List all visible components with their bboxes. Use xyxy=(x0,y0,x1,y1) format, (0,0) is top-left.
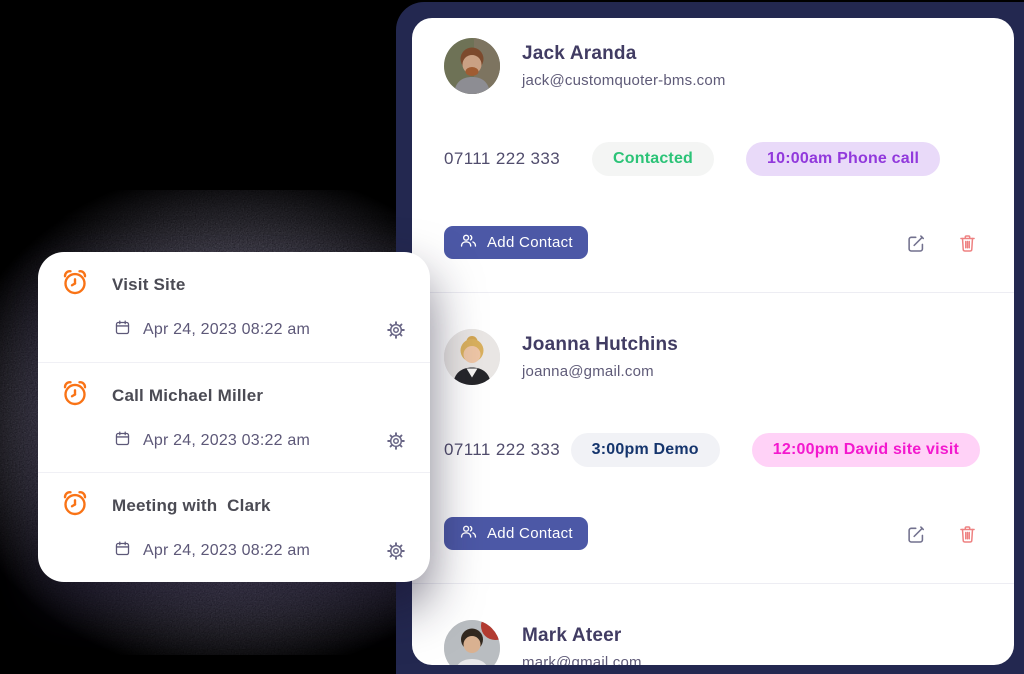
contact-name: Joanna Hutchins xyxy=(522,334,679,355)
contact-card-joanna: Joanna Hutchins joanna@gmail.com 07111 2… xyxy=(412,293,1014,584)
delete-button[interactable] xyxy=(957,232,978,254)
add-contact-button[interactable]: Add Contact xyxy=(444,226,588,259)
delete-button[interactable] xyxy=(957,523,978,545)
calendar-icon xyxy=(114,430,131,452)
settings-button[interactable] xyxy=(386,320,406,340)
trash-icon xyxy=(960,525,975,543)
reminder-title: Meeting with Clark xyxy=(112,495,271,515)
alarm-icon xyxy=(60,267,90,302)
contact-actions-row: Add Contact xyxy=(444,226,980,259)
divider xyxy=(412,583,1014,584)
reminder-datetime: Apr 24, 2023 08:22 am xyxy=(143,321,310,338)
reminder-title: Visit Site xyxy=(112,274,186,294)
contact-email: joanna@gmail.com xyxy=(522,363,654,380)
contact-email: mark@gmail.com xyxy=(522,654,642,665)
edit-icon xyxy=(908,234,925,252)
event-badge: 10:00am Phone call xyxy=(746,142,941,176)
reminders-card: Visit Site Apr 24, 2023 08:22 am xyxy=(38,252,430,582)
users-icon xyxy=(459,522,478,545)
add-contact-label: Add Contact xyxy=(487,525,573,542)
contact-phone: 07111 222 333 xyxy=(444,440,561,459)
reminder-datetime: Apr 24, 2023 03:22 am xyxy=(143,432,310,449)
avatar xyxy=(444,38,500,94)
settings-button[interactable] xyxy=(386,431,406,451)
contact-card-mark: Mark Ateer mark@gmail.com xyxy=(444,584,980,665)
alarm-icon xyxy=(60,488,90,523)
contact-details-row: 07111 222 333 3:00pm Demo 12:00pm David … xyxy=(444,433,980,467)
edit-icon xyxy=(908,525,925,543)
contacts-panel: Jack Aranda jack@customquoter-bms.com 07… xyxy=(412,18,1014,665)
trash-icon xyxy=(960,234,975,252)
contact-actions-row: Add Contact xyxy=(444,517,980,550)
contact-details-row: 07111 222 333 Contacted 10:00am Phone ca… xyxy=(444,142,980,176)
calendar-icon xyxy=(114,319,131,341)
contact-name: Mark Ateer xyxy=(522,625,622,646)
status-badge: Contacted xyxy=(592,142,715,176)
contact-header: Mark Ateer mark@gmail.com xyxy=(444,620,980,665)
users-icon xyxy=(459,231,478,254)
edit-button[interactable] xyxy=(905,523,927,545)
gear-icon xyxy=(387,432,405,450)
add-contact-button[interactable]: Add Contact xyxy=(444,517,588,550)
reminder-item: Call Michael Miller Apr 24, 2023 03:22 a… xyxy=(38,362,430,472)
edit-button[interactable] xyxy=(905,232,927,254)
contact-card-jack: Jack Aranda jack@customquoter-bms.com 07… xyxy=(412,38,1014,293)
divider xyxy=(412,292,1014,293)
calendar-icon xyxy=(114,540,131,562)
reminder-item: Visit Site Apr 24, 2023 08:22 am xyxy=(38,252,430,362)
reminder-title: Call Michael Miller xyxy=(112,385,264,405)
reminder-datetime: Apr 24, 2023 08:22 am xyxy=(143,542,310,559)
gear-icon xyxy=(387,542,405,560)
status-badge: 3:00pm Demo xyxy=(570,433,720,467)
contact-header: Jack Aranda jack@customquoter-bms.com xyxy=(444,38,980,94)
settings-button[interactable] xyxy=(386,541,406,561)
contact-phone: 07111 222 333 xyxy=(444,149,561,168)
contact-header: Joanna Hutchins joanna@gmail.com xyxy=(444,329,980,385)
alarm-icon xyxy=(60,378,90,413)
contact-email: jack@customquoter-bms.com xyxy=(522,72,726,89)
contact-name: Jack Aranda xyxy=(522,43,637,64)
gear-icon xyxy=(387,321,405,339)
add-contact-label: Add Contact xyxy=(487,234,573,251)
avatar xyxy=(444,620,500,665)
avatar xyxy=(444,329,500,385)
reminder-item: Meeting with Clark Apr 24, 2023 08:22 am xyxy=(38,472,430,582)
event-badge: 12:00pm David site visit xyxy=(751,433,980,467)
contacts-frame: Jack Aranda jack@customquoter-bms.com 07… xyxy=(396,2,1024,674)
